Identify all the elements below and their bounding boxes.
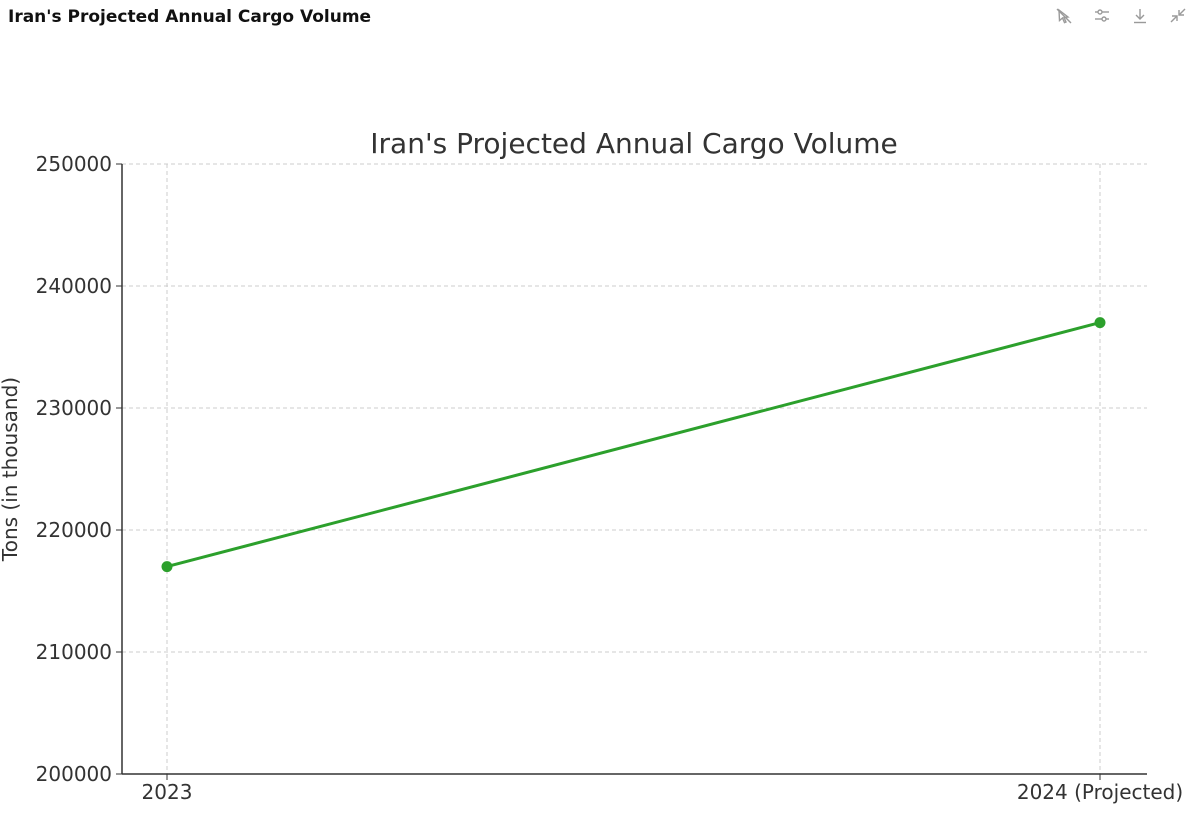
settings-sliders-icon — [1093, 7, 1111, 29]
download-icon — [1131, 7, 1149, 29]
settings-button[interactable] — [1090, 6, 1114, 30]
y-tick-label: 210000 — [36, 640, 112, 664]
x-ticks: 2023 2024 (Projected) — [142, 774, 1183, 804]
y-ticks: 200000 210000 220000 230000 240000 250000 — [36, 152, 122, 786]
disable-interactivity-button[interactable] — [1052, 6, 1076, 30]
panel-title: Iran's Projected Annual Cargo Volume — [8, 7, 372, 27]
y-axis-label: Tons (in thousand) — [0, 377, 22, 562]
grid — [122, 163, 1147, 775]
y-tick-label: 220000 — [36, 518, 112, 542]
y-tick-label: 250000 — [36, 152, 112, 176]
axes — [121, 164, 1147, 775]
y-tick-label: 230000 — [36, 396, 112, 420]
chart-toolbar — [1052, 6, 1190, 30]
panel-header: Iran's Projected Annual Cargo Volume — [0, 0, 1200, 40]
download-button[interactable] — [1128, 6, 1152, 30]
x-tick-label: 2024 (Projected) — [1017, 780, 1183, 804]
data-point — [161, 561, 173, 573]
collapse-icon — [1169, 7, 1187, 29]
series-line — [166, 321, 1101, 569]
series-group — [161, 317, 1106, 573]
data-point — [1094, 317, 1106, 329]
x-tick-label: 2023 — [142, 780, 193, 804]
y-tick-label: 240000 — [36, 274, 112, 298]
y-tick-label: 200000 — [36, 762, 112, 786]
disable-interactivity-icon — [1055, 7, 1073, 29]
chart-title: Iran's Projected Annual Cargo Volume — [370, 127, 897, 160]
collapse-button[interactable] — [1166, 6, 1190, 30]
